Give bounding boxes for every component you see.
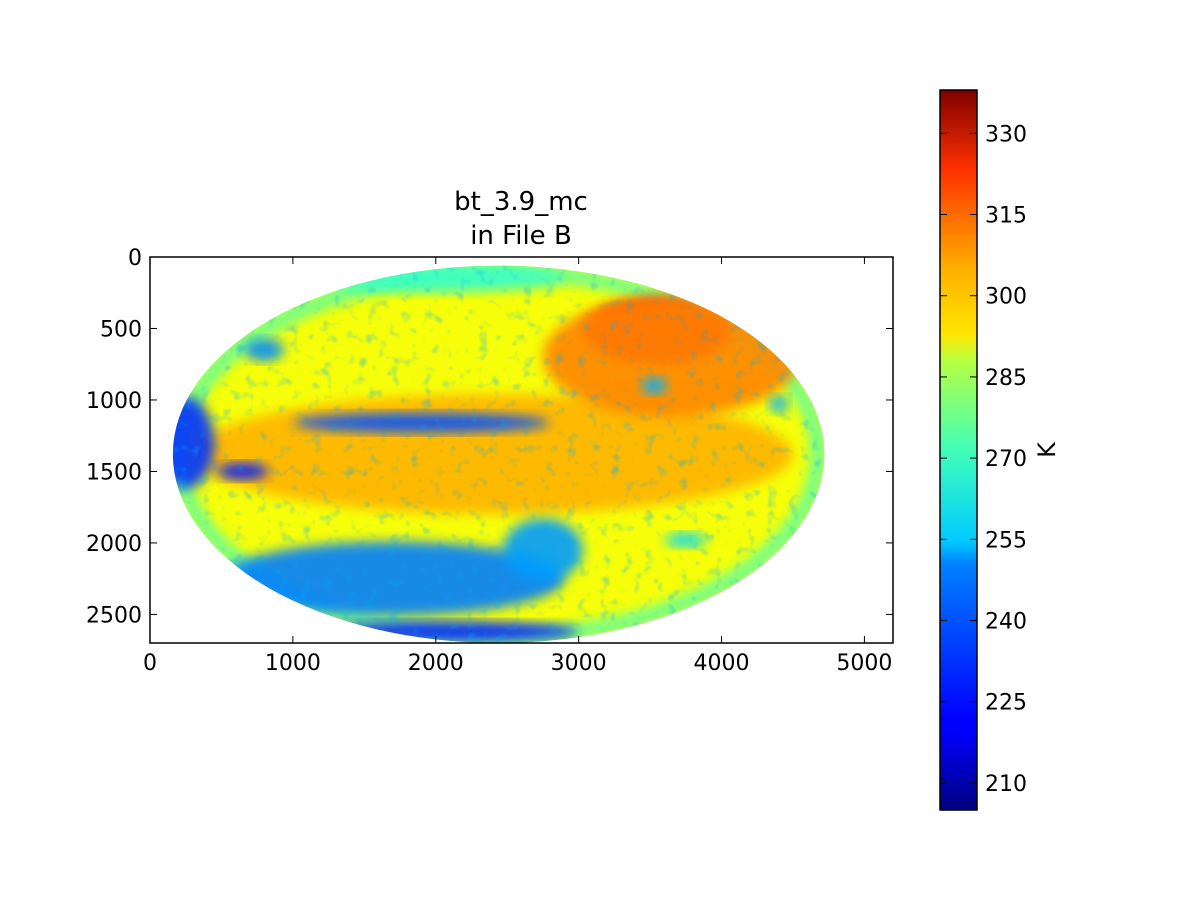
y-axis-ticks: 0 500 1000 1500 2000 2500 — [86, 246, 893, 628]
chart-title-line-1: bt_3.9_mc — [454, 187, 588, 217]
colorbar-ticks: 210 225 240 255 270 285 300 315 330 — [940, 122, 1027, 797]
y-tick-label: 0 — [128, 246, 142, 271]
colorbar: 210 225 240 255 270 285 300 315 330 K — [939, 89, 1061, 811]
cloud-texture — [172, 265, 825, 643]
heatmap-axes: 0 1000 2000 3000 4000 5000 0 500 1000 1500 2000 25… — [86, 246, 894, 676]
colorbar-tick-label: 225 — [985, 691, 1027, 716]
colorbar-tick-label: 240 — [985, 610, 1027, 635]
colorbar-tick-label: 330 — [985, 122, 1027, 147]
y-tick-label: 500 — [100, 317, 142, 342]
colorbar-tick-label: 255 — [985, 528, 1027, 553]
x-tick-label: 0 — [143, 651, 157, 676]
colorbar-gradient — [939, 89, 978, 811]
y-tick-label: 1500 — [86, 460, 142, 485]
x-tick-label: 2000 — [408, 651, 464, 676]
y-tick-label: 2500 — [86, 603, 142, 628]
x-axis-ticks: 0 1000 2000 3000 4000 5000 — [143, 257, 892, 676]
colorbar-label: K — [1033, 441, 1061, 458]
y-tick-label: 1000 — [86, 389, 142, 414]
colorbar-tick-label: 210 — [985, 772, 1027, 797]
plot-frame — [149, 256, 894, 644]
colorbar-tick-label: 285 — [985, 366, 1027, 391]
chart-title-line-2: in File B — [470, 221, 572, 251]
colorbar-tick-label: 315 — [985, 204, 1027, 229]
x-tick-label: 3000 — [551, 651, 607, 676]
y-tick-label: 2000 — [86, 532, 142, 557]
x-tick-label: 5000 — [836, 651, 892, 676]
colorbar-tick-label: 270 — [985, 447, 1027, 472]
x-tick-label: 4000 — [694, 651, 750, 676]
earth-disk-layer — [172, 265, 825, 643]
x-tick-label: 1000 — [265, 651, 321, 676]
colorbar-tick-label: 300 — [985, 285, 1027, 310]
